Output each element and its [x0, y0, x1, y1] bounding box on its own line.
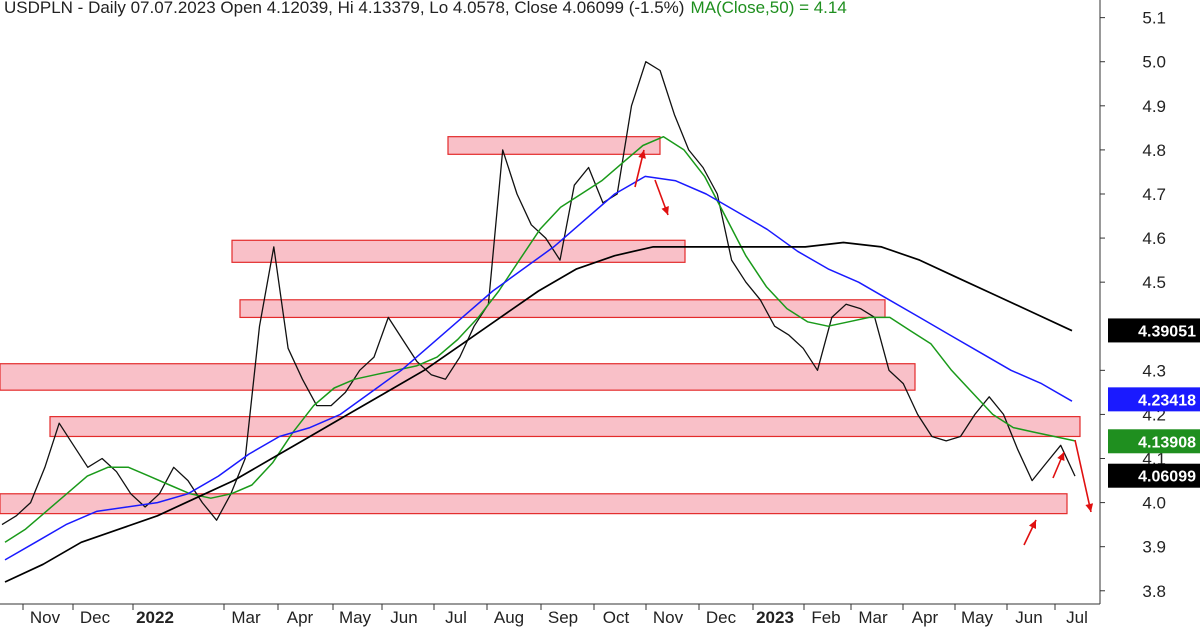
x-tick-label-16: Apr [912, 608, 939, 627]
y-tick-label-12: 3.8 [1142, 582, 1166, 601]
annotation-arrows [634, 149, 1094, 546]
y-tick-label-1: 5.0 [1142, 53, 1166, 72]
chart-title: USDPLN - Daily 07.07.2023 Open 4.12039, … [4, 0, 847, 17]
x-tick-label-19: Jul [1066, 608, 1088, 627]
price-badge-label-1: 4.23418 [1138, 392, 1196, 409]
arrow-head-4 [1085, 503, 1094, 512]
price-badge-2 [1108, 429, 1200, 454]
x-tick-label-15: Mar [858, 608, 888, 627]
y-tick-label-10: 4.0 [1142, 494, 1166, 513]
x-tick-label-3: Mar [231, 608, 261, 627]
series-line-3 [4, 241, 1073, 583]
x-tick-label-10: Oct [603, 608, 630, 627]
y-tick-label-6: 4.5 [1142, 273, 1166, 292]
x-tick-label-6: Jun [390, 608, 417, 627]
series-line-2 [4, 175, 1073, 561]
zone-5 [0, 493, 1068, 515]
arrow-head-2 [1028, 520, 1037, 529]
x-tick-label-5: May [339, 608, 372, 627]
chart-title-main: USDPLN - Daily 07.07.2023 Open 4.12039, … [4, 0, 684, 17]
arrow-shaft-4 [1074, 439, 1092, 513]
zone-2 [239, 299, 886, 319]
y-tick-label-2: 4.9 [1142, 97, 1166, 116]
arrow-head-0 [638, 150, 646, 159]
y-tick-label-5: 4.6 [1142, 229, 1166, 248]
series-lines [1, 61, 1076, 583]
y-tick-label-0: 5.1 [1142, 9, 1166, 28]
x-tick-label-1: Dec [80, 608, 111, 627]
price-badge-label-0: 4.39051 [1138, 323, 1196, 340]
x-tick-label-17: May [961, 608, 994, 627]
price-badge-0 [1108, 318, 1200, 343]
zone-1 [231, 239, 686, 263]
x-tick-label-4: Apr [287, 608, 314, 627]
price-badges: 4.39051 4.23418 4.13908 4.06099 [1108, 318, 1200, 488]
price-badge-1 [1108, 387, 1200, 412]
price-badge-label-3: 4.06099 [1138, 469, 1196, 486]
x-tick-label-8: Aug [494, 608, 524, 627]
x-tick-label-0: Nov [30, 608, 61, 627]
y-tick-label-11: 3.9 [1142, 538, 1166, 557]
x-tick-label-14: Feb [811, 608, 840, 627]
y-tick-label-3: 4.8 [1142, 141, 1166, 160]
x-tick-label-2: 2022 [136, 608, 174, 627]
ma-label: MA(Close,50) = 4.14 [690, 0, 846, 17]
price-badge-label-2: 4.13908 [1138, 434, 1196, 451]
x-tick-label-12: Dec [706, 608, 737, 627]
zone-4 [49, 416, 1081, 438]
x-tick-label-18: Jun [1015, 608, 1042, 627]
series-line-1 [4, 135, 1076, 543]
y-tick-label-7: 4.3 [1142, 361, 1166, 380]
price-badge-3 [1108, 463, 1200, 488]
x-tick-label-9: Sep [548, 608, 578, 627]
zone-3 [0, 363, 916, 391]
arrow-head-1 [661, 206, 669, 215]
x-tick-label-13: 2023 [756, 608, 794, 627]
x-tick-label-11: Nov [653, 608, 684, 627]
arrow-head-3 [1057, 452, 1065, 461]
resistance-support-zones [0, 136, 1081, 515]
x-tick-label-7: Jul [445, 608, 467, 627]
y-tick-label-4: 4.7 [1142, 185, 1166, 204]
x-axis-ticks: Nov Dec 2022 Mar Apr May Jun Jul Aug Sep Oct Nov Dec… [22, 604, 1088, 627]
zone-0 [447, 136, 661, 155]
